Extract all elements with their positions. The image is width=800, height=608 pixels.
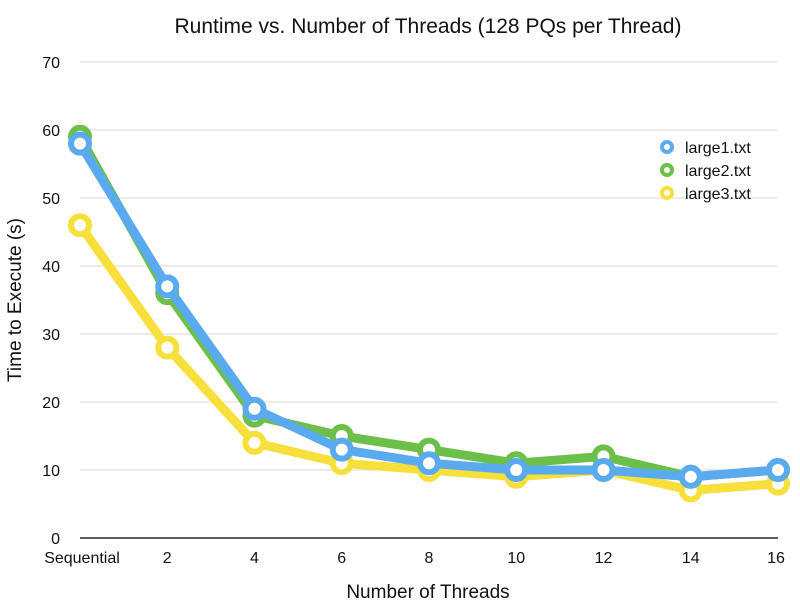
x-tick-label-4: 4 — [250, 550, 259, 567]
data-point-large1.txt-4 — [242, 396, 267, 421]
series-large1.txt — [68, 131, 790, 489]
data-point-large1.txt-6 — [329, 437, 354, 462]
x-tick-label-8: 8 — [425, 550, 434, 567]
y-tick-label-0: 0 — [51, 531, 60, 548]
x-tick-label-16: 16 — [767, 550, 785, 567]
x-axis-title: Number of Threads — [346, 582, 509, 603]
y-tick-label-10: 10 — [42, 463, 60, 480]
data-point-large3.txt-4 — [242, 430, 267, 455]
x-tick-label-2: 2 — [163, 550, 172, 567]
x-tick-label-14: 14 — [682, 550, 700, 567]
grid-lines — [80, 61, 778, 471]
data-point-large1.txt-16 — [766, 458, 790, 482]
data-point-large1.txt-10 — [504, 458, 529, 482]
series-lines — [68, 124, 790, 503]
y-tick-label-50: 50 — [42, 191, 60, 208]
legend-item-large1.txt: large1.txt — [660, 140, 751, 157]
legend-item-large2.txt: large2.txt — [660, 163, 751, 180]
x-tick-label-10: 10 — [507, 550, 525, 567]
y-tick-label-30: 30 — [42, 327, 60, 344]
legend: large1.txt large2.txt large3.txt — [660, 140, 751, 203]
legend-label-large1.txt: large1.txt — [685, 140, 751, 157]
chart-title: Runtime vs. Number of Threads (128 PQs p… — [175, 15, 682, 38]
legend-label-large2.txt: large2.txt — [685, 163, 751, 180]
legend-marker-large1.txt — [660, 140, 674, 154]
y-tick-label-70: 70 — [42, 55, 60, 72]
data-point-large3.txt-Sequential — [68, 213, 92, 238]
y-axis-title: Time to Execute (s) — [5, 218, 26, 382]
x-tick-label-6: 6 — [337, 550, 346, 567]
legend-label-large3.txt: large3.txt — [685, 186, 751, 203]
data-point-large1.txt-8 — [417, 451, 441, 476]
legend-item-large3.txt: large3.txt — [660, 186, 751, 203]
data-point-large1.txt-14 — [678, 464, 703, 489]
axes: 0 10 20 30 40 50 60 70 Sequential 2 4 6 8 10 12 14 16 — [42, 55, 785, 567]
y-tick-label-20: 20 — [42, 395, 60, 412]
legend-marker-large2.txt — [660, 163, 674, 177]
data-point-large1.txt-2 — [155, 274, 180, 299]
data-point-large1.txt-12 — [591, 458, 616, 482]
legend-marker-large3.txt — [660, 186, 674, 200]
x-tick-label-Sequential: Sequential — [44, 550, 120, 567]
y-tick-label-40: 40 — [42, 259, 60, 276]
data-point-large3.txt-2 — [155, 335, 180, 360]
data-point-large1.txt-Sequential — [68, 131, 92, 156]
x-tick-label-12: 12 — [595, 550, 613, 567]
y-tick-label-60: 60 — [42, 123, 60, 140]
